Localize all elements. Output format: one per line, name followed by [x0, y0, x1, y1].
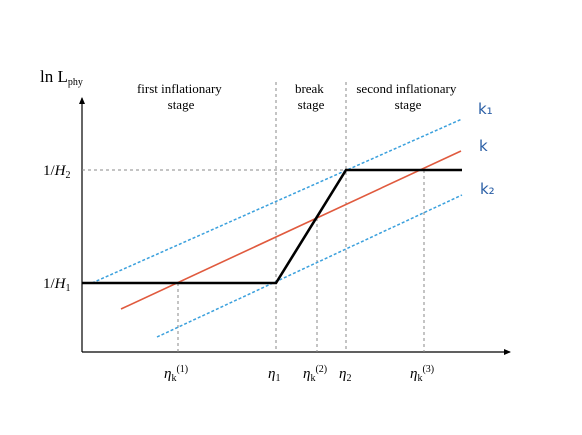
stage-break-label: break stage — [295, 81, 327, 112]
k1-line-label: k₁ — [478, 100, 493, 118]
k1-line — [91, 118, 463, 284]
y-tick-1-over-h2: 1/H2 — [43, 163, 71, 181]
k2-line-label: k₂ — [480, 180, 495, 198]
x-tick-eta-k1: ηk(1) — [164, 364, 188, 384]
stage-second-label: second inflationary stage — [356, 81, 459, 112]
hubble-horizon-curve — [82, 168, 462, 285]
y-axis-label-sub: phy — [68, 77, 83, 88]
k2-line — [156, 194, 463, 338]
x-tick-eta-k2: ηk(2) — [303, 364, 327, 384]
x-tick-eta-1: η1 — [268, 366, 280, 384]
k-line — [120, 150, 462, 310]
y-axis-label: ln Lphy — [40, 67, 83, 88]
x-tick-eta-k3: ηk(3) — [410, 364, 434, 384]
stage-first-label: first inflationary stage — [137, 81, 225, 112]
x-tick-eta-2: η2 — [339, 366, 351, 384]
k-line-label: k — [479, 137, 488, 155]
y-tick-1-over-h1: 1/H1 — [43, 276, 71, 294]
